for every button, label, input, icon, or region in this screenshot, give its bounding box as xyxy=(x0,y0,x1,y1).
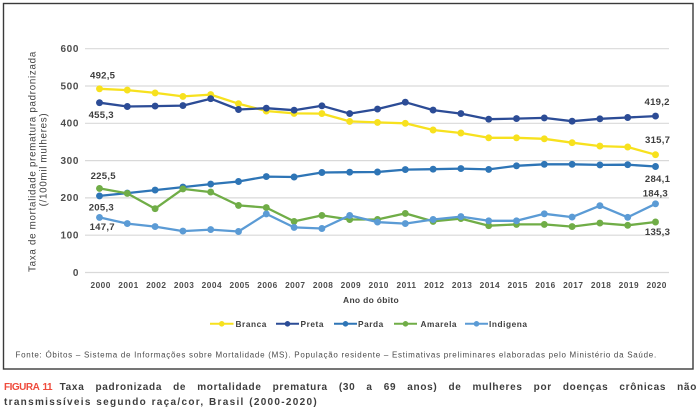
svg-text:2010: 2010 xyxy=(368,280,388,290)
svg-text:2020: 2020 xyxy=(646,280,666,290)
svg-text:Indigena: Indigena xyxy=(489,319,528,329)
svg-text:2008: 2008 xyxy=(313,280,333,290)
svg-text:2014: 2014 xyxy=(480,280,500,290)
svg-text:Taxa de mortalidade prematura: Taxa de mortalidade prematura padronizad… xyxy=(28,51,39,272)
svg-text:Fonte: Óbitos – Sistema de Inf: Fonte: Óbitos – Sistema de Informações s… xyxy=(16,351,657,360)
svg-text:205,3: 205,3 xyxy=(89,203,114,214)
svg-text:184,3: 184,3 xyxy=(643,188,668,199)
svg-text:2005: 2005 xyxy=(229,280,249,290)
svg-text:2007: 2007 xyxy=(285,280,305,290)
svg-text:225,5: 225,5 xyxy=(91,171,117,182)
svg-text:2009: 2009 xyxy=(341,280,361,290)
svg-text:Branca: Branca xyxy=(236,319,267,329)
svg-text:(/100mil mulheres): (/100mil mulheres) xyxy=(39,113,50,207)
svg-text:2015: 2015 xyxy=(507,280,527,290)
svg-text:2019: 2019 xyxy=(619,280,639,290)
svg-text:Preta: Preta xyxy=(301,319,325,329)
svg-text:2011: 2011 xyxy=(397,280,417,290)
svg-text:147,7: 147,7 xyxy=(90,222,115,233)
svg-text:492,5: 492,5 xyxy=(90,71,116,82)
svg-text:2018: 2018 xyxy=(591,280,611,290)
svg-text:2001: 2001 xyxy=(118,280,138,290)
svg-text:455,3: 455,3 xyxy=(89,110,114,121)
svg-text:2004: 2004 xyxy=(202,280,222,290)
svg-text:Amarela: Amarela xyxy=(421,319,458,329)
svg-text:Ano do óbito: Ano do óbito xyxy=(343,295,399,305)
svg-text:2002: 2002 xyxy=(146,280,166,290)
svg-text:600: 600 xyxy=(61,44,80,55)
svg-text:2012: 2012 xyxy=(424,280,444,290)
svg-text:2003: 2003 xyxy=(174,280,194,290)
svg-text:0: 0 xyxy=(73,268,79,279)
svg-text:2006: 2006 xyxy=(257,280,277,290)
svg-text:2017: 2017 xyxy=(563,280,583,290)
svg-text:Parda: Parda xyxy=(358,319,384,329)
svg-text:2016: 2016 xyxy=(535,280,555,290)
svg-text:100: 100 xyxy=(61,231,80,242)
svg-text:135,3: 135,3 xyxy=(645,227,670,238)
svg-text:400: 400 xyxy=(61,119,80,130)
svg-text:300: 300 xyxy=(61,156,80,167)
svg-text:284,1: 284,1 xyxy=(645,174,671,185)
svg-text:419,2: 419,2 xyxy=(645,97,670,108)
svg-text:2000: 2000 xyxy=(90,280,110,290)
svg-text:500: 500 xyxy=(61,81,80,92)
svg-text:200: 200 xyxy=(61,193,80,204)
svg-text:2013: 2013 xyxy=(452,280,472,290)
svg-text:315,7: 315,7 xyxy=(645,135,670,146)
